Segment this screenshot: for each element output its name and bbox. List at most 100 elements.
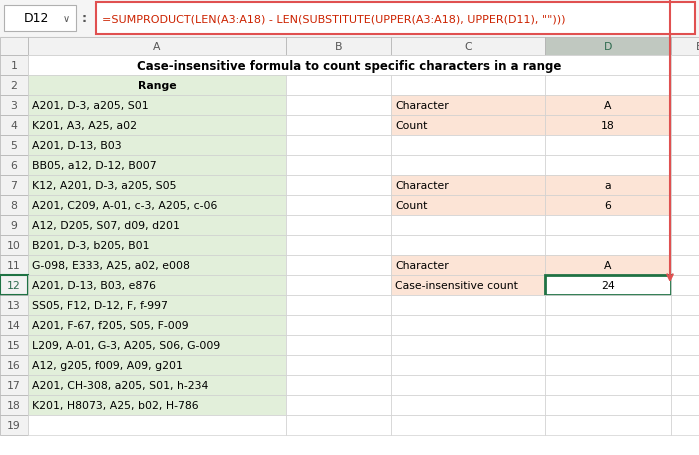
- Bar: [391, 176, 545, 196]
- Text: A: A: [604, 260, 612, 270]
- Bar: [286, 176, 391, 196]
- Bar: [286, 275, 391, 295]
- Bar: [671, 176, 699, 196]
- Bar: [286, 295, 391, 315]
- Bar: [391, 156, 545, 176]
- Bar: [671, 236, 699, 255]
- Bar: [671, 96, 699, 116]
- Text: 15: 15: [7, 340, 21, 350]
- Text: Case-insensitive count: Case-insensitive count: [395, 280, 518, 290]
- Text: C: C: [464, 42, 472, 52]
- Bar: [0, 176, 28, 196]
- Bar: [28, 255, 286, 275]
- Text: A201, D-13, B03: A201, D-13, B03: [32, 141, 122, 151]
- Bar: [286, 236, 391, 255]
- Text: 19: 19: [7, 420, 21, 430]
- Bar: [28, 236, 286, 255]
- Text: 10: 10: [7, 241, 21, 250]
- Bar: [28, 295, 286, 315]
- Bar: [28, 375, 286, 395]
- Text: :: :: [82, 12, 87, 25]
- Bar: [671, 38, 699, 56]
- Text: Case-insensitive formula to count specific characters in a range: Case-insensitive formula to count specif…: [137, 59, 562, 72]
- Bar: [391, 315, 545, 335]
- Bar: [286, 116, 391, 136]
- Bar: [391, 236, 545, 255]
- Bar: [28, 136, 286, 156]
- Bar: [545, 76, 671, 96]
- Bar: [28, 275, 286, 295]
- Text: A12, D205, S07, d09, d201: A12, D205, S07, d09, d201: [32, 221, 180, 231]
- Bar: [391, 415, 545, 435]
- Bar: [286, 375, 391, 395]
- Bar: [286, 136, 391, 156]
- Bar: [545, 116, 671, 136]
- Bar: [286, 255, 391, 275]
- Text: 18: 18: [7, 400, 21, 410]
- Text: 3: 3: [10, 101, 17, 111]
- Bar: [671, 116, 699, 136]
- Bar: [28, 196, 286, 216]
- Bar: [545, 156, 671, 176]
- Bar: [671, 76, 699, 96]
- Bar: [286, 156, 391, 176]
- Text: Range: Range: [138, 81, 176, 91]
- Bar: [286, 415, 391, 435]
- Text: Character: Character: [395, 260, 449, 270]
- Bar: [96, 3, 695, 35]
- Text: Count: Count: [395, 121, 427, 131]
- Text: 9: 9: [10, 221, 17, 231]
- Text: 6: 6: [605, 201, 612, 211]
- Text: 16: 16: [7, 360, 21, 370]
- Bar: [545, 216, 671, 236]
- Text: BB05, a12, D-12, B007: BB05, a12, D-12, B007: [32, 161, 157, 171]
- Bar: [545, 236, 671, 255]
- Bar: [286, 76, 391, 96]
- Text: A: A: [153, 42, 161, 52]
- Bar: [28, 216, 286, 236]
- Bar: [391, 255, 545, 275]
- Bar: [545, 176, 671, 196]
- Bar: [671, 335, 699, 355]
- Bar: [0, 116, 28, 136]
- Bar: [671, 56, 699, 76]
- Bar: [28, 315, 286, 335]
- Bar: [286, 216, 391, 236]
- Text: K201, H8073, A25, b02, H-786: K201, H8073, A25, b02, H-786: [32, 400, 199, 410]
- Text: 13: 13: [7, 300, 21, 310]
- Text: 4: 4: [10, 121, 17, 131]
- Text: A201, D-3, a205, S01: A201, D-3, a205, S01: [32, 101, 149, 111]
- Bar: [545, 275, 671, 295]
- Bar: [391, 355, 545, 375]
- Bar: [671, 275, 699, 295]
- Bar: [28, 156, 286, 176]
- Bar: [286, 315, 391, 335]
- Bar: [28, 335, 286, 355]
- Bar: [0, 38, 28, 56]
- Text: 1: 1: [10, 61, 17, 71]
- Text: Character: Character: [395, 181, 449, 191]
- Bar: [545, 136, 671, 156]
- Bar: [0, 375, 28, 395]
- Bar: [0, 275, 28, 295]
- Bar: [0, 96, 28, 116]
- Text: A201, D-13, B03, e876: A201, D-13, B03, e876: [32, 280, 156, 290]
- Bar: [28, 56, 671, 76]
- Bar: [545, 96, 671, 116]
- Bar: [391, 216, 545, 236]
- Bar: [0, 156, 28, 176]
- Text: A201, CH-308, a205, S01, h-234: A201, CH-308, a205, S01, h-234: [32, 380, 208, 390]
- Bar: [28, 38, 286, 56]
- Bar: [391, 275, 545, 295]
- Bar: [28, 96, 286, 116]
- Bar: [545, 255, 671, 275]
- Bar: [0, 76, 28, 96]
- Bar: [671, 395, 699, 415]
- Text: D12: D12: [24, 12, 49, 25]
- Bar: [286, 355, 391, 375]
- Bar: [0, 236, 28, 255]
- Text: 8: 8: [10, 201, 17, 211]
- Bar: [0, 395, 28, 415]
- Bar: [286, 196, 391, 216]
- Bar: [391, 96, 545, 116]
